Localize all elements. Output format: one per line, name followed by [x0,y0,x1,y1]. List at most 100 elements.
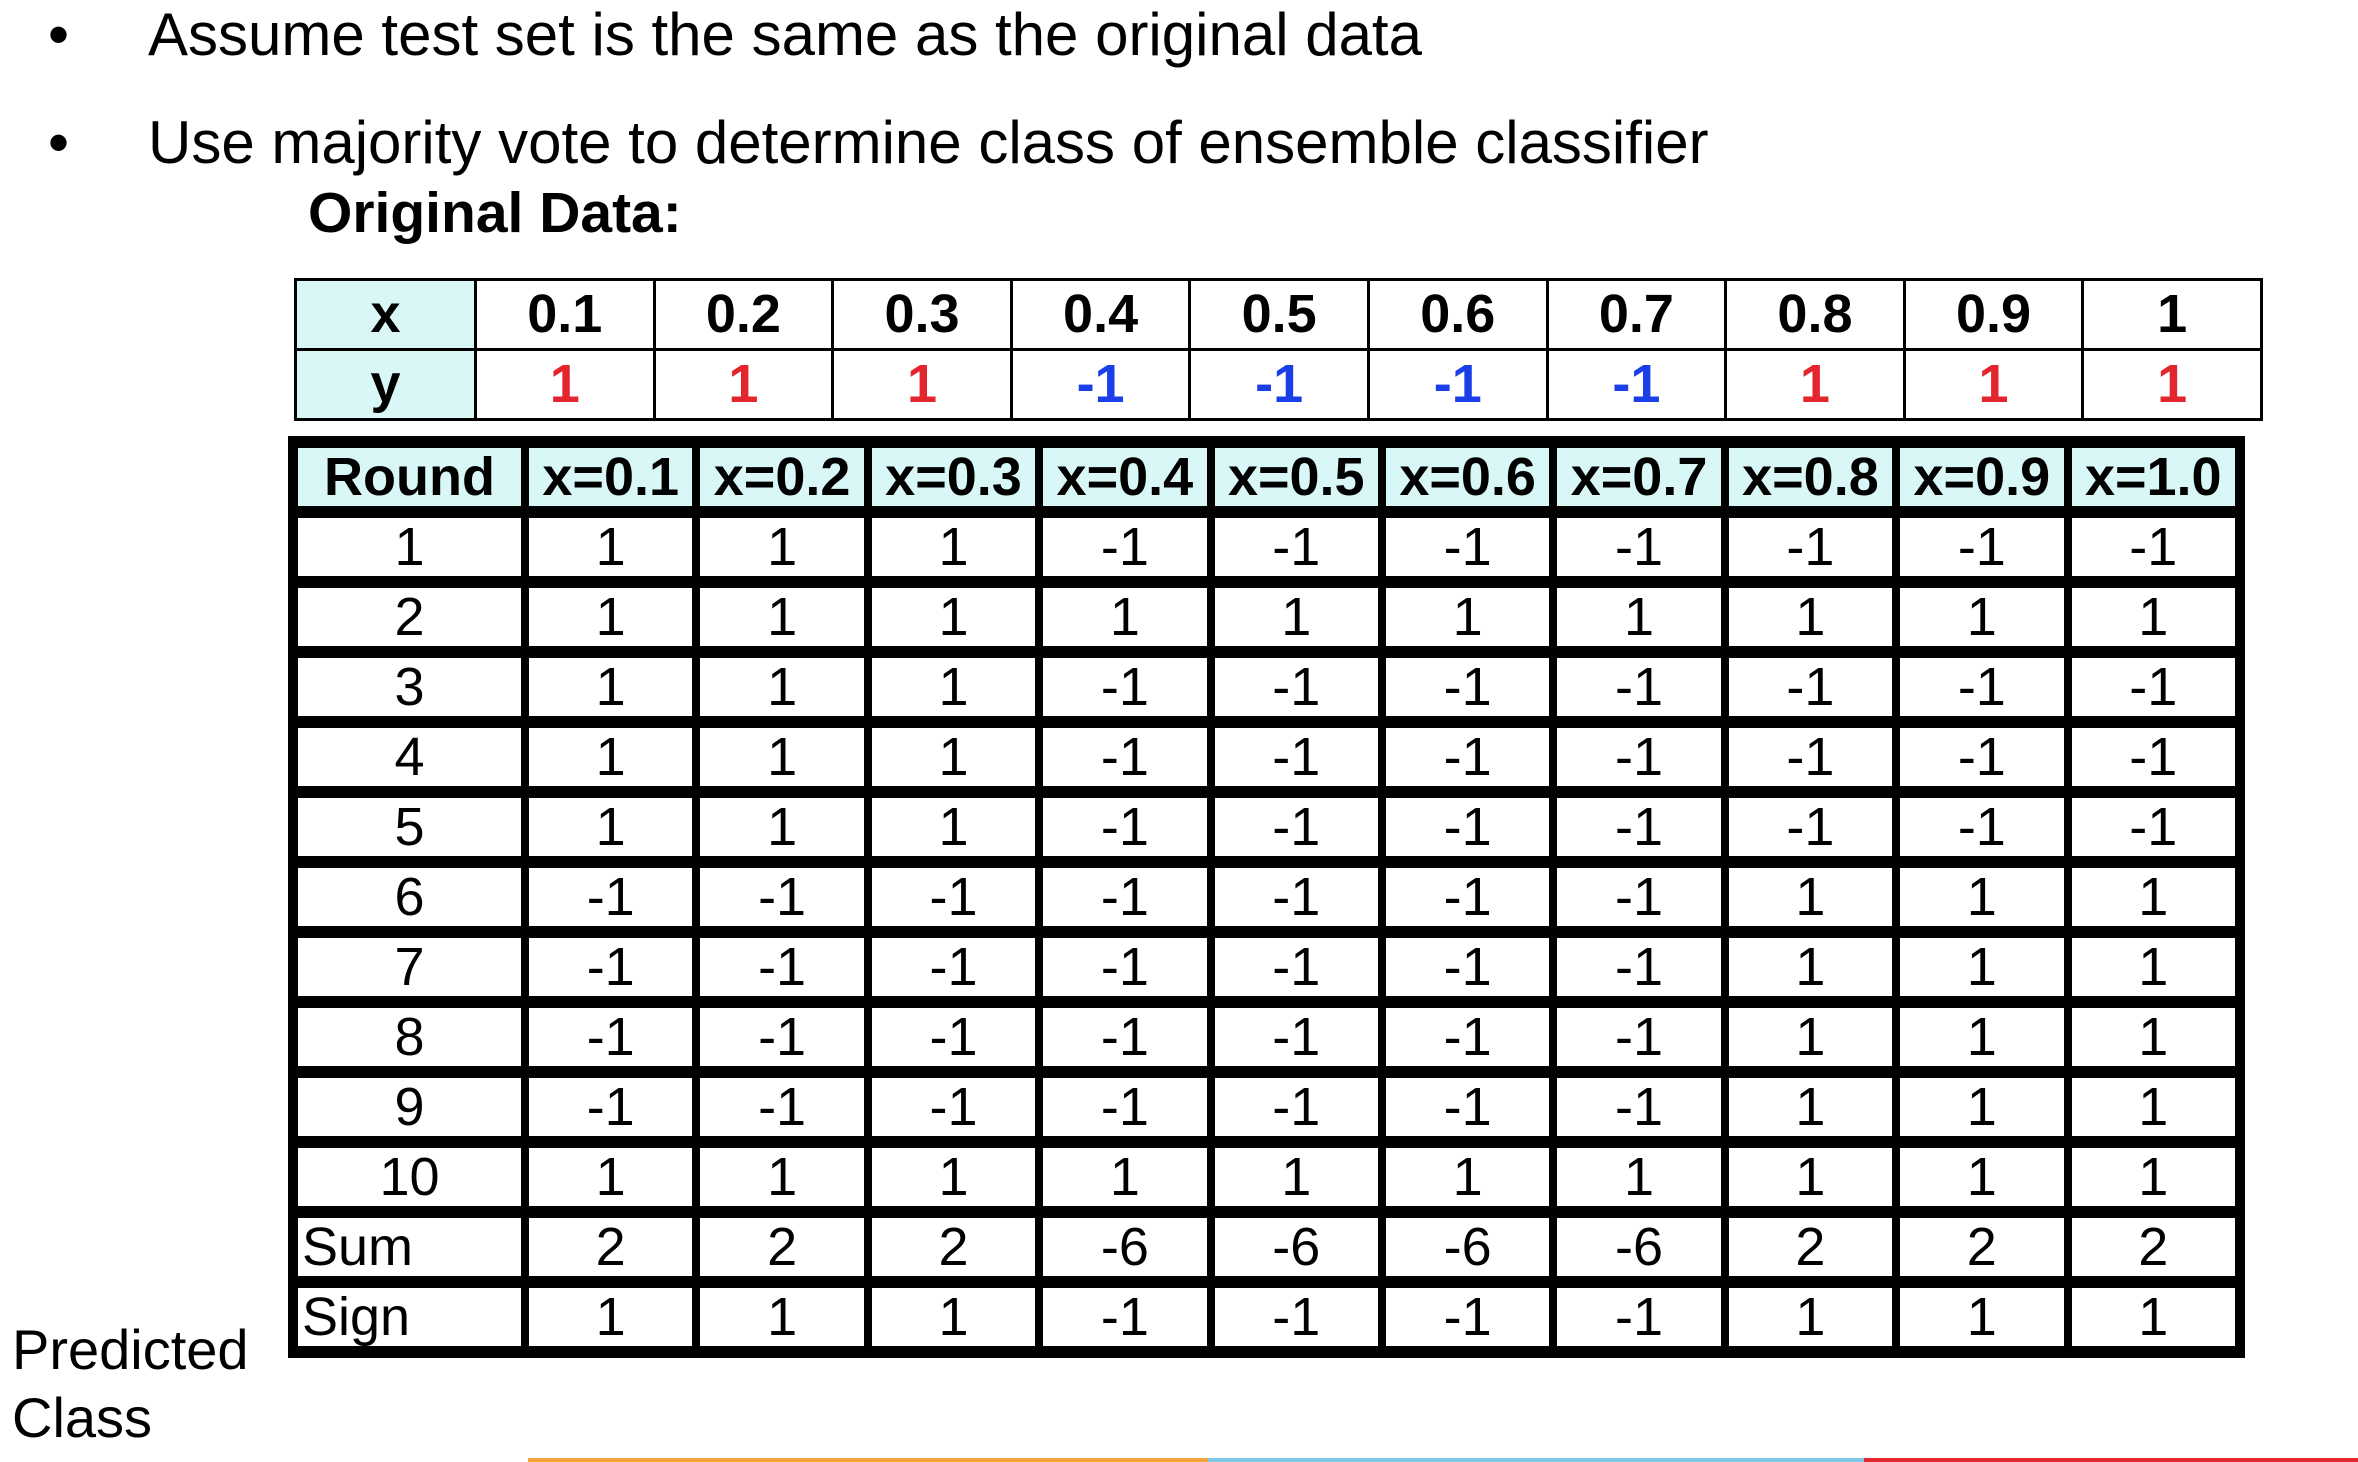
vote-cell: 1 [1896,1142,2068,1212]
vote-cell: -1 [1039,862,1211,932]
vote-cell: -1 [1039,652,1211,722]
vote-cell: 2 [696,1212,868,1282]
vote-cell: 1 [525,1142,697,1212]
vote-cell: -6 [1039,1212,1211,1282]
vote-cell: -1 [1039,722,1211,792]
original-y-row: y 1 1 1 -1 -1 -1 -1 1 1 1 [294,348,2263,421]
y-value-cell: -1 [1366,348,1549,421]
vote-cell: 1 [525,582,697,652]
vote-cell: -1 [1553,862,1725,932]
bullet-text: Assume test set is the same as the origi… [148,1,1422,68]
y-value-cell: 1 [652,348,835,421]
vote-cell: -1 [1210,932,1382,1002]
table-row: 5 1 1 1 -1 -1 -1 -1 -1 -1 -1 [294,792,2239,862]
x-value-cell: 1 [2081,278,2263,351]
vote-cell: -1 [1039,1002,1211,1072]
vote-cell: 1 [525,652,697,722]
vote-cell: 2 [1724,1212,1897,1282]
vote-cell: -1 [1553,1002,1725,1072]
sign-row: Sign 1 1 1 -1 -1 -1 -1 1 1 1 [294,1282,2239,1352]
vote-cell: -1 [867,1002,1040,1072]
vote-cell: -1 [1039,1072,1211,1142]
vote-cell: -6 [1553,1212,1725,1282]
vote-cell: -1 [1039,932,1211,1002]
vote-cell: 1 [1724,1142,1897,1212]
vote-cell: -1 [2067,722,2239,792]
bullet-text: Use majority vote to determine class of … [148,109,1709,176]
vote-cell: 1 [696,1142,868,1212]
vote-cell: -1 [1553,722,1725,792]
table-header-row: Round x=0.1 x=0.2 x=0.3 x=0.4 x=0.5 x=0.6 x=0.7… [294,442,2239,512]
row-label-cell: 6 [294,862,525,932]
vote-cell: 1 [525,512,697,582]
vote-cell: -1 [867,1072,1040,1142]
footer-accent-line-orange [528,1458,1208,1462]
vote-cell: 1 [696,512,868,582]
vote-cell: 1 [1724,1072,1897,1142]
vote-cell: 1 [867,582,1040,652]
row-label-cell: Sum [294,1212,525,1282]
y-value-cell: -1 [1545,348,1728,421]
vote-cell: 1 [1896,1072,2068,1142]
vote-cell: -1 [1381,1282,1554,1352]
row-label-cell: 5 [294,792,525,862]
vote-cell: -1 [1724,652,1897,722]
vote-cell: 1 [867,722,1040,792]
vote-cell: 1 [1039,582,1211,652]
table-row: 4 1 1 1 -1 -1 -1 -1 -1 -1 -1 [294,722,2239,792]
vote-cell: -1 [1210,512,1382,582]
vote-cell: -1 [1553,652,1725,722]
vote-cell: 1 [2067,1072,2239,1142]
row-label-cell: 10 [294,1142,525,1212]
vote-cell: -1 [1210,1282,1382,1352]
vote-cell: -1 [1381,722,1554,792]
vote-cell: -1 [696,862,868,932]
vote-cell: 1 [1210,1142,1382,1212]
vote-cell: 1 [1553,582,1725,652]
vote-cell: x=0.6 [1381,442,1554,512]
vote-cell: x=0.4 [1039,442,1211,512]
vote-cell: 1 [1724,1282,1897,1352]
vote-cell: x=1.0 [2067,442,2239,512]
vote-cell: -1 [1210,792,1382,862]
x-value-cell: 0.7 [1545,278,1728,351]
vote-cell: -1 [1381,1072,1554,1142]
x-value-cell: 0.5 [1188,278,1370,351]
vote-cell: -1 [1210,1072,1382,1142]
vote-cell: 1 [696,792,868,862]
vote-cell: -1 [1210,722,1382,792]
vote-cell: -1 [1724,722,1897,792]
vote-cell: 1 [2067,1142,2239,1212]
vote-cell: -6 [1381,1212,1554,1282]
vote-cell: -1 [696,932,868,1002]
row-label-cell: 9 [294,1072,525,1142]
vote-cell: 1 [1896,582,2068,652]
vote-cell: -1 [525,862,697,932]
vote-cell: 1 [1553,1142,1725,1212]
vote-cell: -1 [1896,512,2068,582]
vote-cell: -1 [867,862,1040,932]
vote-cell: -1 [525,1072,697,1142]
vote-cell: 1 [1724,862,1897,932]
vote-cell: -1 [1381,792,1554,862]
y-value-cell: 1 [2081,348,2263,421]
x-header-cell: x [294,278,477,351]
vote-cell: 1 [2067,862,2239,932]
table-row: 9 -1 -1 -1 -1 -1 -1 -1 1 1 1 [294,1072,2239,1142]
vote-cell: -1 [2067,512,2239,582]
vote-cell: -1 [1553,932,1725,1002]
row-label-cell: Sign [294,1282,525,1352]
vote-cell: x=0.5 [1210,442,1382,512]
vote-cell: 1 [867,1142,1040,1212]
x-value-cell: 0.2 [652,278,835,351]
vote-cell: 2 [525,1212,697,1282]
table-row: 8 -1 -1 -1 -1 -1 -1 -1 1 1 1 [294,1002,2239,1072]
vote-cell: -1 [1724,792,1897,862]
y-value-cell: 1 [1902,348,2085,421]
vote-cell: x=0.8 [1724,442,1897,512]
vote-cell: -1 [1553,1072,1725,1142]
row-label-cell: 4 [294,722,525,792]
vote-cell: 1 [1724,582,1897,652]
vote-cell: x=0.2 [696,442,868,512]
vote-cell: 1 [1896,932,2068,1002]
